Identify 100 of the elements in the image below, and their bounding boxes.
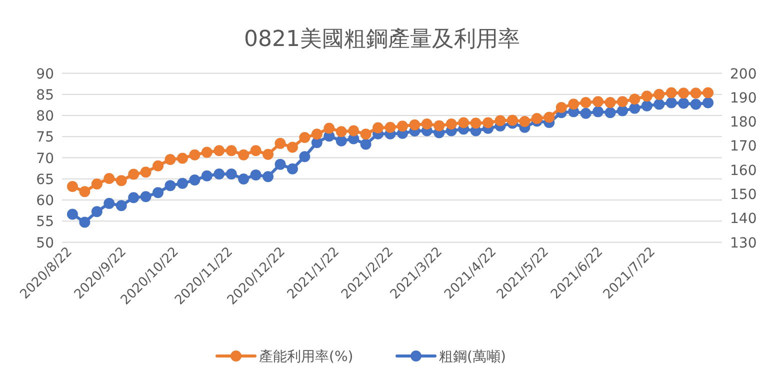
point — [384, 122, 396, 133]
y2-tick-label: 190 — [730, 90, 757, 106]
point — [250, 145, 262, 156]
point — [201, 146, 212, 158]
point — [189, 174, 200, 186]
y2-tick-label: 170 — [730, 138, 757, 155]
point — [544, 112, 555, 123]
point — [616, 105, 628, 116]
point — [79, 216, 90, 228]
y-tick-label: 50 — [36, 235, 54, 252]
point — [568, 98, 580, 110]
point — [189, 149, 200, 160]
point — [66, 208, 78, 220]
point — [592, 106, 604, 118]
point — [152, 187, 164, 198]
point — [506, 114, 518, 126]
y-tick-label: 60 — [36, 193, 54, 210]
point — [91, 206, 102, 218]
point — [116, 200, 127, 212]
y-tick-label: 55 — [36, 214, 54, 230]
point — [592, 96, 604, 108]
point — [140, 166, 152, 178]
point — [140, 191, 152, 202]
point — [104, 198, 115, 209]
point — [286, 142, 298, 153]
point — [396, 120, 408, 132]
point — [641, 90, 652, 102]
point — [299, 151, 310, 162]
y2-tick-label: 160 — [730, 162, 757, 179]
point — [176, 152, 188, 164]
point — [128, 168, 140, 180]
point — [214, 145, 225, 156]
point — [434, 120, 445, 132]
point — [79, 186, 90, 198]
point — [446, 118, 457, 130]
point — [360, 128, 372, 140]
point — [164, 180, 176, 192]
y-tick-label: 85 — [36, 87, 54, 104]
point — [274, 158, 286, 170]
point — [458, 117, 470, 128]
point — [238, 174, 250, 185]
point — [482, 117, 494, 128]
point — [580, 96, 592, 108]
y-tick-label: 65 — [36, 172, 54, 188]
point — [519, 116, 530, 127]
point — [580, 108, 592, 119]
point — [372, 122, 384, 134]
point — [214, 168, 225, 180]
point — [299, 132, 310, 144]
point — [604, 107, 616, 118]
y-tick-label: 80 — [36, 108, 54, 125]
y2-tick-label: 180 — [730, 114, 757, 131]
point — [690, 88, 702, 99]
point — [421, 118, 432, 130]
point — [470, 118, 482, 129]
chart-title: 0821美國粗鋼產量及利用率 — [244, 27, 520, 52]
point — [360, 138, 372, 150]
point — [629, 102, 640, 114]
point — [176, 178, 188, 189]
point — [531, 113, 542, 124]
point — [336, 135, 347, 146]
legend-label: 產能利用率(%) — [259, 349, 354, 365]
point — [152, 160, 164, 172]
point — [604, 96, 616, 108]
point — [666, 87, 677, 98]
point — [494, 115, 506, 126]
point — [654, 98, 665, 110]
y2-tick-label: 150 — [730, 187, 757, 204]
point — [238, 149, 250, 160]
point — [116, 175, 127, 186]
point — [250, 169, 262, 180]
point — [201, 170, 212, 182]
point — [702, 97, 714, 108]
point — [409, 119, 420, 130]
legend-label: 粗鋼(萬噸) — [439, 349, 506, 365]
point — [641, 100, 652, 112]
y2-tick-label: 140 — [730, 211, 757, 228]
point — [556, 102, 567, 114]
point — [324, 122, 335, 134]
point — [128, 192, 140, 204]
point — [690, 98, 702, 110]
point — [311, 128, 322, 140]
y2-tick-label: 200 — [730, 66, 757, 82]
point — [66, 181, 78, 192]
point — [104, 173, 115, 184]
point — [666, 97, 677, 108]
y-tick-label: 90 — [36, 66, 54, 82]
point — [348, 125, 360, 136]
point — [336, 126, 347, 138]
y-tick-label: 75 — [36, 130, 54, 146]
y-tick-label: 70 — [36, 150, 54, 167]
point — [678, 98, 690, 109]
point — [262, 171, 274, 182]
point — [629, 94, 640, 105]
point — [226, 168, 237, 180]
point — [654, 88, 665, 100]
point — [702, 87, 714, 98]
y2-tick-label: 130 — [730, 235, 757, 252]
point — [91, 178, 102, 190]
point — [226, 145, 237, 156]
